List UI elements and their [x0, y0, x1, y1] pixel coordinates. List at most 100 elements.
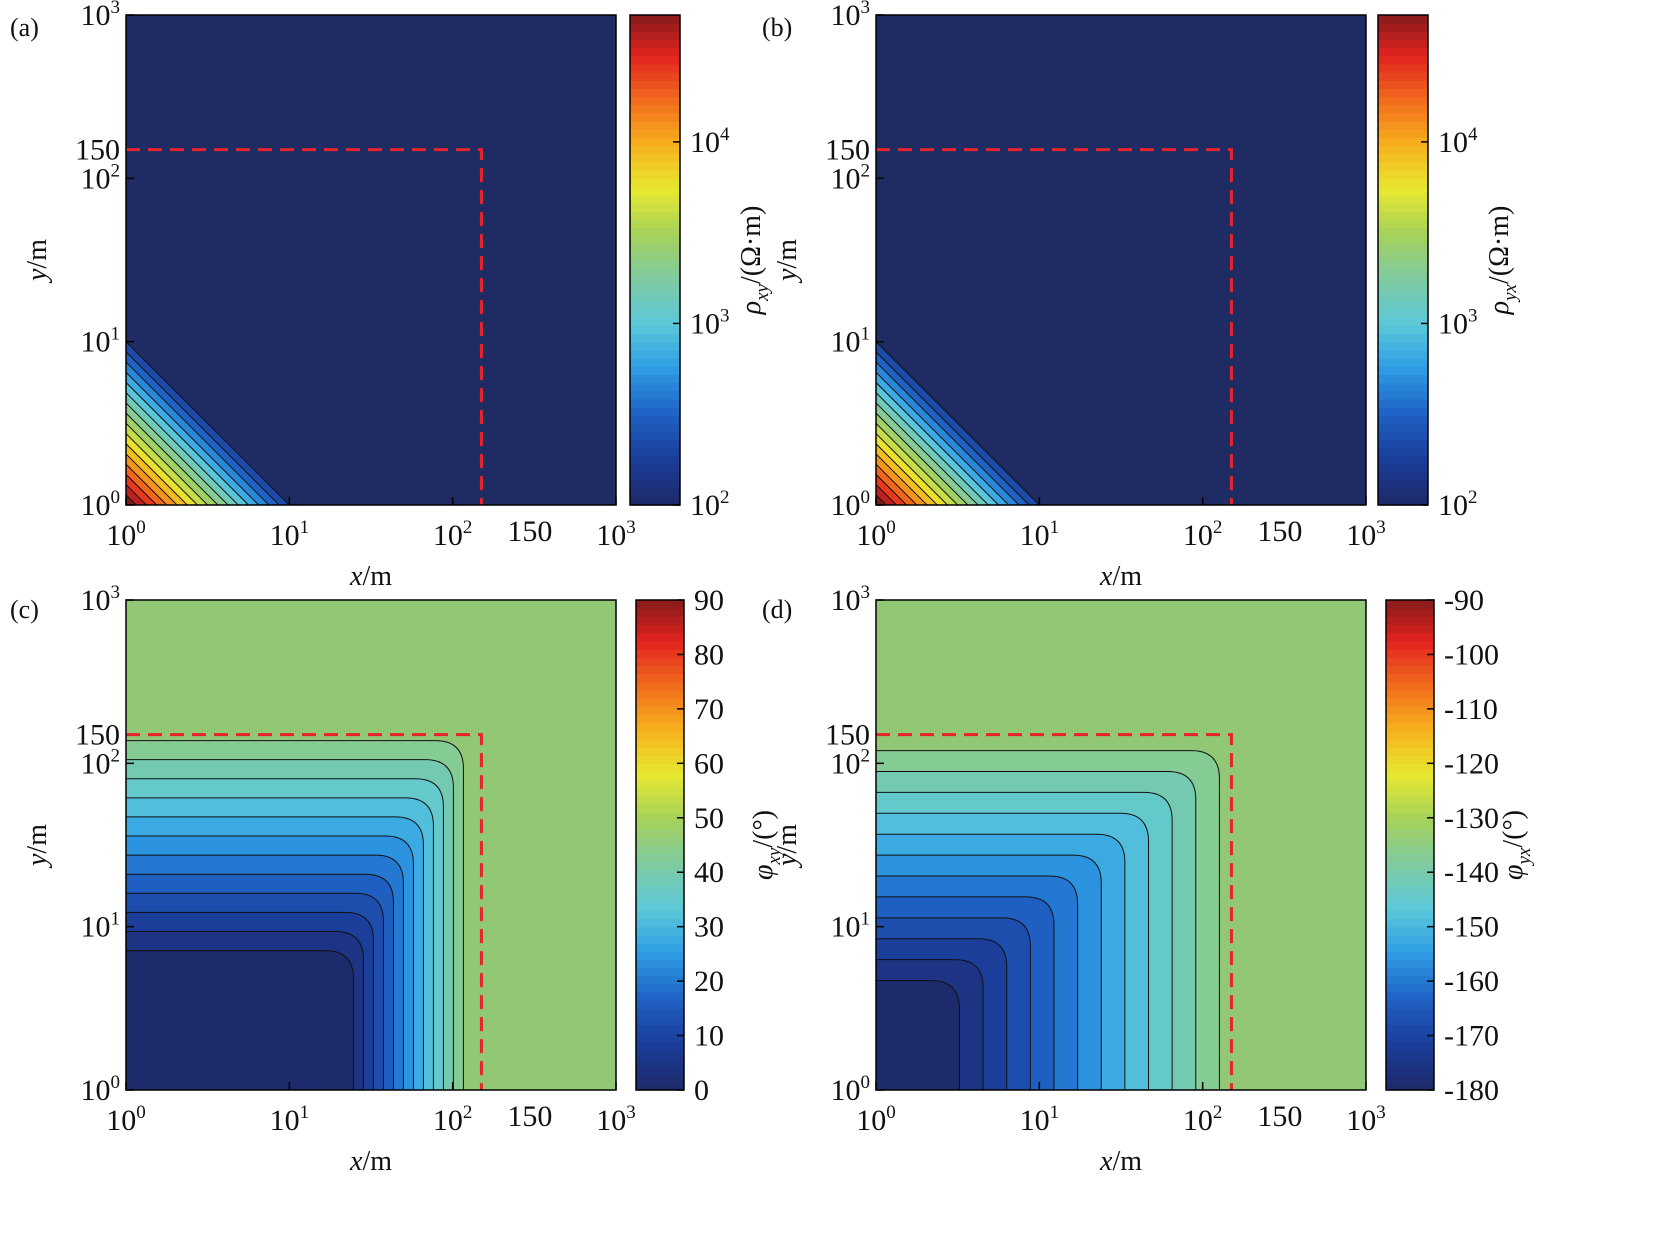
colorbar-step — [636, 1016, 684, 1026]
colorbar-step — [1378, 227, 1428, 237]
colorbar-step — [1378, 333, 1428, 343]
colorbar-step — [1386, 771, 1434, 781]
colorbar-step — [1378, 47, 1428, 57]
colorbar-step — [1378, 243, 1428, 253]
colorbar-step — [1386, 706, 1434, 715]
colorbar-step — [630, 129, 680, 139]
colorbar-step — [636, 1057, 684, 1067]
colorbar-step — [1378, 39, 1428, 49]
colorbar-tick-label: 103 — [690, 305, 730, 340]
colorbar-title: φyx/(°) — [1498, 810, 1535, 880]
colorbar-step — [630, 325, 680, 335]
colorbar-step — [1386, 796, 1434, 805]
colorbar-step — [1378, 415, 1428, 424]
colorbar-step — [630, 284, 680, 294]
colorbar-step — [1378, 202, 1428, 212]
colorbar-step — [1378, 349, 1428, 359]
colorbar-step — [630, 300, 680, 310]
y-tick-label: 103 — [81, 582, 121, 617]
colorbar-step — [1386, 959, 1434, 969]
x-tick-label: 102 — [433, 1102, 473, 1137]
colorbar-step — [1386, 1073, 1434, 1083]
colorbar-step — [630, 39, 680, 49]
colorbar-step — [1378, 194, 1428, 204]
y-tick-label: 103 — [831, 0, 871, 32]
colorbar-step — [1386, 910, 1434, 920]
colorbar-step — [1386, 1016, 1434, 1026]
colorbar-step — [1378, 96, 1428, 106]
colorbar-step — [636, 959, 684, 969]
colorbar-tick-label: 104 — [1438, 124, 1478, 159]
colorbar-tick-label: -130 — [1444, 802, 1499, 835]
colorbar-step — [1378, 496, 1428, 506]
colorbar-step — [636, 1032, 684, 1042]
colorbar-step — [636, 616, 684, 626]
colorbar-step — [1378, 268, 1428, 277]
y-axis-label: y/m — [772, 239, 803, 284]
colorbar-step — [1378, 260, 1428, 269]
colorbar-step — [1386, 1049, 1434, 1058]
colorbar-step — [630, 31, 680, 41]
colorbar-step — [630, 96, 680, 106]
y-tick-label: 103 — [81, 0, 121, 32]
colorbar-step — [1378, 284, 1428, 294]
colorbar-step — [1386, 787, 1434, 797]
colorbar-step — [630, 496, 680, 506]
colorbar-step — [1378, 153, 1428, 163]
colorbar-step — [630, 456, 680, 465]
y-axis-label: y/m — [22, 824, 53, 869]
y-tick-label: 102 — [81, 745, 121, 780]
x-tick-label: 101 — [1020, 517, 1060, 552]
colorbar-step — [636, 657, 684, 666]
colorbar-step — [636, 869, 684, 879]
colorbar-step — [1378, 390, 1428, 400]
colorbar-step — [630, 439, 680, 449]
x-marker-label: 150 — [507, 1100, 552, 1133]
colorbar-step — [636, 738, 684, 748]
boundary-line — [126, 733, 483, 1090]
panel-b: 100 101 102 103 100 101 102 103 150 150 x/m y/m (b) 1… — [762, 0, 1521, 592]
colorbar-title: ρyx/(Ω·m) — [1484, 206, 1521, 316]
colorbar-step — [630, 398, 680, 408]
colorbar-step — [1378, 341, 1428, 351]
x-tick-label: 100 — [106, 1102, 146, 1137]
colorbar-step — [636, 918, 684, 928]
colorbar-step — [630, 488, 680, 498]
colorbar-step — [1378, 317, 1428, 326]
colorbar-step — [630, 317, 680, 326]
colorbar-step — [1386, 1032, 1434, 1042]
colorbar-step — [630, 276, 680, 286]
colorbar-step — [1386, 1041, 1434, 1050]
colorbar-step — [630, 341, 680, 351]
colorbar-step — [1378, 129, 1428, 139]
colorbar-step — [630, 268, 680, 277]
colorbar-step — [636, 714, 684, 724]
colorbar-tick-label: 103 — [1438, 305, 1478, 340]
panel-label: (a) — [10, 13, 39, 42]
colorbar-step — [1386, 836, 1434, 846]
colorbar-step — [1386, 624, 1434, 634]
y-marker-label: 150 — [75, 134, 120, 167]
colorbar-step — [630, 292, 680, 302]
x-axis-label: x/m — [1099, 561, 1142, 592]
colorbar-step — [636, 983, 684, 993]
contour-band-15 — [126, 494, 137, 505]
colorbar-step — [636, 673, 684, 683]
colorbar-step — [1378, 72, 1428, 81]
colorbar-step — [636, 894, 684, 903]
colorbar-step — [1378, 480, 1428, 490]
colorbar-step — [1378, 15, 1428, 24]
boundary-line — [876, 733, 1233, 1090]
colorbar-step — [1386, 934, 1434, 944]
colorbar-step — [1378, 472, 1428, 482]
colorbar-step — [1378, 300, 1428, 310]
x-tick-label: 102 — [1183, 517, 1223, 552]
colorbar-step — [636, 1000, 684, 1009]
contour-field — [876, 340, 1041, 505]
y-marker-label: 150 — [75, 719, 120, 752]
colorbar-step — [636, 1065, 684, 1075]
colorbar-step — [636, 967, 684, 977]
colorbar-tick-label: -150 — [1444, 911, 1499, 944]
x-tick-label: 100 — [106, 517, 146, 552]
